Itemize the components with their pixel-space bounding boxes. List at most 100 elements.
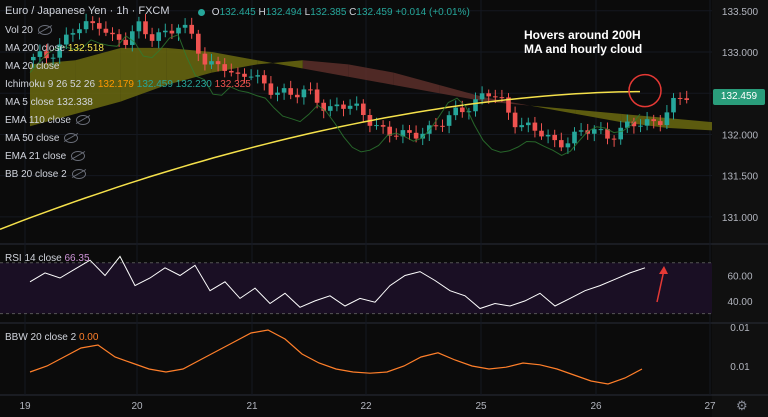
- eye-icon[interactable]: [37, 25, 52, 36]
- price-scale: [712, 0, 768, 417]
- ohlc-readout: O132.445 H132.494 L132.385 C132.459 +0.0…: [198, 7, 470, 18]
- candle-body: [466, 111, 472, 113]
- lagging-span-line: [29, 34, 641, 156]
- candle-body: [671, 97, 676, 113]
- legend-ma200[interactable]: MA 200 close 132.518: [5, 43, 104, 54]
- candle-body: [248, 76, 254, 78]
- candle-body: [374, 125, 379, 127]
- interval[interactable]: 1h: [116, 5, 129, 17]
- candle-body: [136, 21, 142, 32]
- candle-body: [624, 121, 630, 128]
- candle-body: [30, 56, 36, 61]
- legend-ema21[interactable]: EMA 21 close: [5, 151, 86, 162]
- candle-body: [96, 23, 102, 29]
- legend-bbw[interactable]: BBW 20 close 2 0.00: [5, 332, 99, 343]
- candle-body: [347, 105, 353, 109]
- candle-body: [413, 132, 419, 139]
- candle-body: [684, 98, 690, 100]
- candle-body: [83, 21, 89, 30]
- ichimoku-cloud: [348, 64, 394, 85]
- candle-body: [116, 34, 122, 40]
- candle-body: [169, 30, 175, 34]
- eye-icon[interactable]: [71, 169, 86, 180]
- ichimoku-cloud: [484, 97, 531, 106]
- candle-body: [440, 125, 445, 127]
- date-tick-label: 26: [590, 401, 602, 412]
- date-tick-label: 25: [475, 401, 487, 412]
- candle-body: [77, 29, 82, 34]
- ichimoku-cloud: [439, 84, 485, 102]
- candle-body: [255, 75, 261, 77]
- candle-body: [354, 103, 360, 106]
- candle-body: [195, 33, 201, 54]
- candle-body: [308, 89, 313, 91]
- candle-body: [301, 89, 307, 98]
- rsi-tick-label: 40.00: [727, 297, 752, 308]
- legend-ma50[interactable]: MA 50 close: [5, 133, 79, 144]
- candle-body: [532, 122, 538, 131]
- legend-vol[interactable]: Vol 20: [5, 25, 52, 36]
- candle-body: [110, 32, 115, 35]
- candle-body: [37, 51, 43, 57]
- bbw-line: [29, 329, 643, 385]
- annotation-circle: [628, 73, 662, 108]
- legend-ma20[interactable]: MA 20 close: [5, 61, 60, 72]
- candle-body: [539, 130, 544, 137]
- date-tick-label: 19: [19, 401, 31, 412]
- legend-ema110[interactable]: EMA 110 close: [5, 115, 90, 126]
- legend-ma5[interactable]: MA 5 close 132.338: [5, 97, 93, 108]
- ohlc-low: 132.385: [310, 7, 347, 18]
- candle-body: [499, 97, 505, 99]
- legend-rsi[interactable]: RSI 14 close 66.35: [5, 253, 90, 264]
- candle-body: [228, 70, 234, 73]
- candle-body: [578, 130, 584, 132]
- candle-body: [638, 125, 643, 127]
- ichimoku-cloud: [530, 105, 576, 114]
- candle-body: [294, 94, 300, 98]
- eye-icon[interactable]: [75, 115, 90, 126]
- candle-body: [222, 64, 228, 71]
- candle-body: [202, 53, 208, 65]
- candle-body: [189, 24, 195, 34]
- ichimoku-cloud: [75, 47, 121, 114]
- symbol-name: Euro / Japanese Yen: [5, 5, 107, 17]
- eye-icon[interactable]: [64, 133, 79, 144]
- gear-icon[interactable]: ⚙: [736, 398, 748, 413]
- candle-body: [387, 126, 393, 136]
- candle-body: [235, 72, 241, 74]
- candle-body: [129, 31, 135, 45]
- legend-bb20[interactable]: BB 20 close 2: [5, 169, 86, 180]
- candle-body: [162, 30, 168, 33]
- candle-body: [261, 75, 267, 84]
- price-tick-label: 131.500: [722, 172, 759, 183]
- price-tick-label: 131.000: [722, 213, 759, 224]
- candle-body: [598, 129, 604, 131]
- ichimoku-cloud: [120, 47, 167, 102]
- candle-body: [123, 39, 129, 45]
- candle-body: [631, 121, 637, 127]
- candle-body: [143, 21, 148, 35]
- ohlc-high: 132.494: [265, 7, 302, 18]
- ichimoku-cloud: [393, 72, 440, 94]
- symbol-title: Euro / Japanese Yen · 1h · FXCM: [5, 5, 170, 17]
- rsi-arrow-head: [659, 266, 668, 274]
- candle-body: [50, 57, 56, 59]
- candle-body: [400, 130, 406, 137]
- candle-body: [156, 32, 162, 41]
- ichimoku-cloud: [302, 60, 349, 77]
- ichimoku-cloud: [575, 109, 622, 123]
- candle-body: [492, 96, 498, 98]
- candle-body: [572, 131, 577, 144]
- candle-body: [103, 28, 109, 33]
- candle-body: [446, 115, 452, 126]
- chart-annotation: Hovers around 200H MA and hourly cloud: [524, 28, 643, 56]
- legend-ichimoku[interactable]: Ichimoku 9 26 52 26 132.179 132.459 132.…: [5, 79, 251, 90]
- ichimoku-cloud: [257, 60, 303, 69]
- rsi-arrow-line: [656, 269, 665, 303]
- eye-icon[interactable]: [71, 151, 86, 162]
- candle-body: [453, 107, 459, 116]
- candle-body: [209, 61, 214, 65]
- ichimoku-cloud: [30, 60, 76, 127]
